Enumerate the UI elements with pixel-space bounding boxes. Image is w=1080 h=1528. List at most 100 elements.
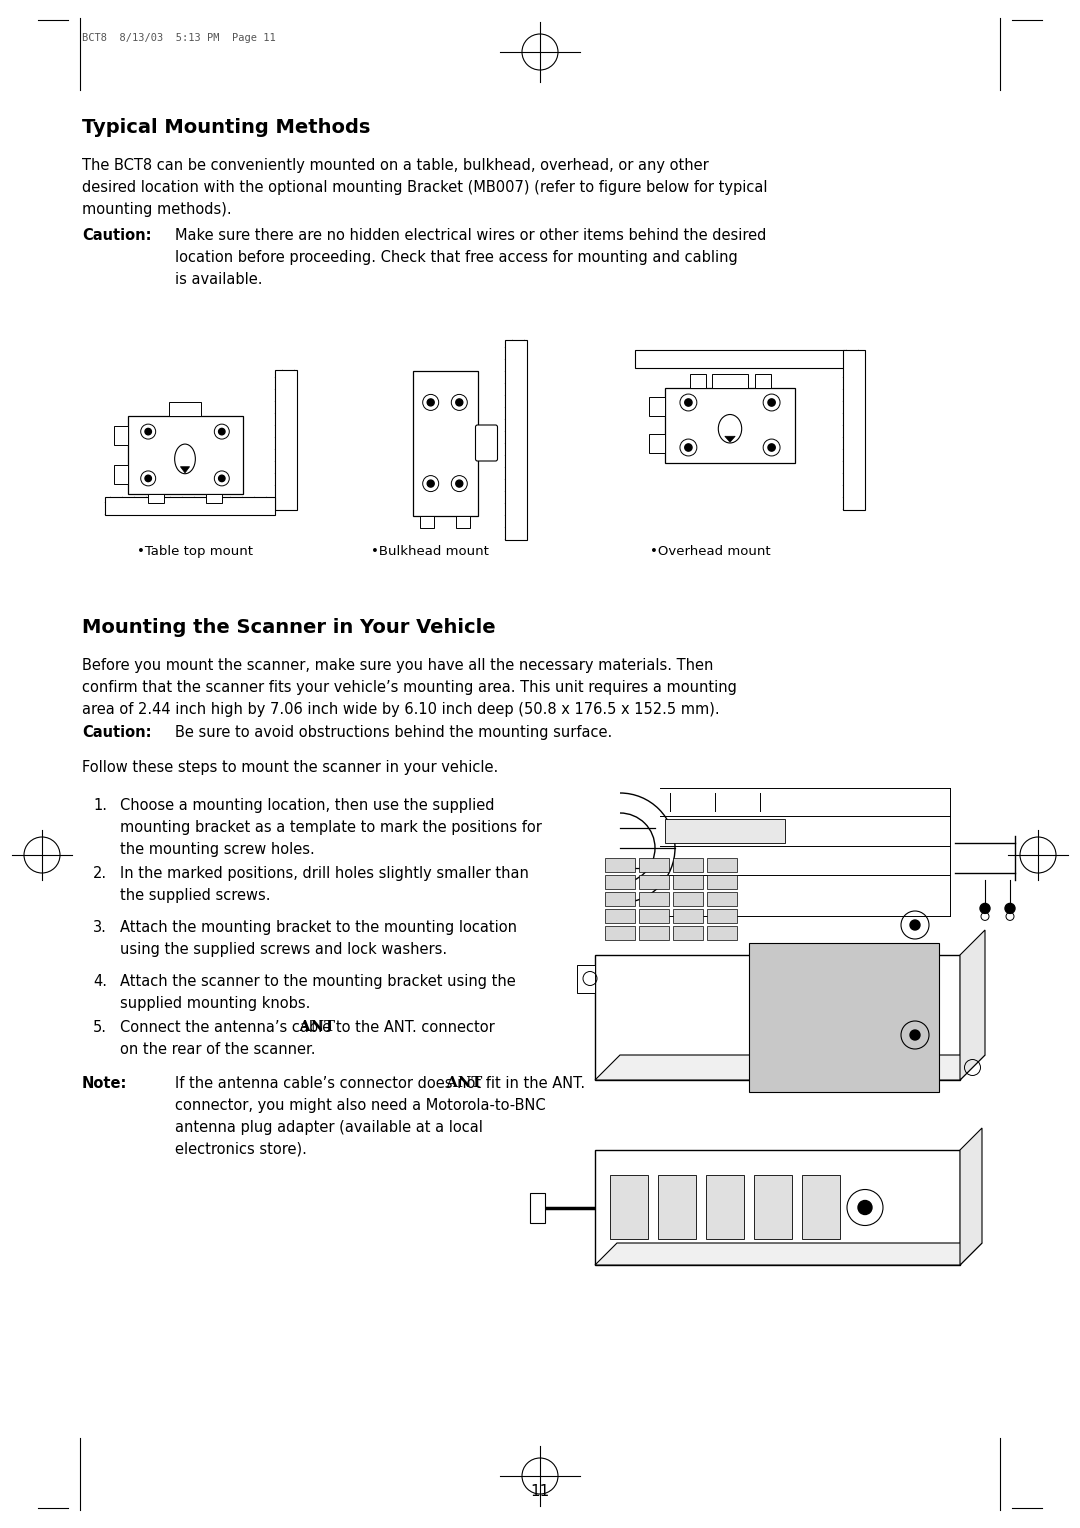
Circle shape	[145, 428, 151, 435]
Bar	[843, 350, 865, 510]
Bar	[707, 859, 737, 872]
Text: location before proceeding. Check that free access for mounting and cabling: location before proceeding. Check that f…	[175, 251, 738, 264]
Text: desired location with the optional mounting Bracket (MB007) (refer to figure bel: desired location with the optional mount…	[82, 180, 768, 196]
Circle shape	[456, 399, 463, 406]
Text: The BCT8 can be conveniently mounted on a table, bulkhead, overhead, or any othe: The BCT8 can be conveniently mounted on …	[82, 157, 708, 173]
Circle shape	[685, 399, 692, 406]
Bar	[577, 964, 595, 993]
Bar	[665, 819, 785, 842]
Circle shape	[768, 399, 775, 406]
Ellipse shape	[175, 445, 195, 474]
Bar	[127, 416, 243, 494]
Text: mounting bracket as a template to mark the positions for: mounting bracket as a template to mark t…	[120, 821, 542, 834]
Bar	[639, 909, 669, 923]
Bar	[754, 1175, 792, 1239]
Bar	[530, 1192, 545, 1222]
Text: •Bulkhead mount: •Bulkhead mount	[372, 545, 489, 558]
Text: Connect the antenna’s cable to the ANT. connector: Connect the antenna’s cable to the ANT. …	[120, 1021, 495, 1034]
Text: using the supplied screws and lock washers.: using the supplied screws and lock washe…	[120, 941, 447, 957]
Text: Be sure to avoid obstructions behind the mounting surface.: Be sure to avoid obstructions behind the…	[175, 724, 612, 740]
Circle shape	[685, 443, 692, 451]
FancyBboxPatch shape	[475, 425, 498, 461]
Text: Choose a mounting location, then use the supplied: Choose a mounting location, then use the…	[120, 798, 495, 813]
Circle shape	[910, 920, 920, 931]
Text: 4.: 4.	[93, 973, 107, 989]
Bar	[605, 876, 635, 889]
Text: connector, you might also need a Motorola-to-BNC: connector, you might also need a Motorol…	[175, 1099, 545, 1112]
Text: electronics store).: electronics store).	[175, 1141, 307, 1157]
Text: If the antenna cable’s connector does not fit in the ANT.: If the antenna cable’s connector does no…	[175, 1076, 585, 1091]
Text: area of 2.44 inch high by 7.06 inch wide by 6.10 inch deep (50.8 x 176.5 x 152.5: area of 2.44 inch high by 7.06 inch wide…	[82, 701, 719, 717]
Bar	[673, 876, 703, 889]
Bar	[148, 494, 164, 503]
Text: 3.: 3.	[93, 920, 107, 935]
Circle shape	[428, 399, 434, 406]
Text: the supplied screws.: the supplied screws.	[120, 888, 270, 903]
Text: 5.: 5.	[93, 1021, 107, 1034]
Text: 2.: 2.	[93, 866, 107, 882]
Text: Before you mount the scanner, make sure you have all the necessary materials. Th: Before you mount the scanner, make sure …	[82, 659, 714, 672]
Polygon shape	[595, 1242, 982, 1265]
Polygon shape	[960, 931, 985, 1080]
Text: Caution:: Caution:	[82, 724, 151, 740]
Text: Attach the mounting bracket to the mounting location: Attach the mounting bracket to the mount…	[120, 920, 517, 935]
Text: Caution:: Caution:	[82, 228, 151, 243]
Text: Make sure there are no hidden electrical wires or other items behind the desired: Make sure there are no hidden electrical…	[175, 228, 767, 243]
Bar	[755, 373, 770, 388]
Text: ANT: ANT	[175, 1076, 483, 1089]
Circle shape	[858, 1201, 872, 1215]
Text: •Overhead mount: •Overhead mount	[650, 545, 770, 558]
Circle shape	[428, 480, 434, 487]
Circle shape	[218, 475, 225, 481]
Bar	[168, 402, 201, 416]
Bar	[595, 1151, 960, 1265]
Bar	[105, 497, 275, 515]
Bar	[649, 434, 665, 454]
Bar	[712, 374, 748, 388]
Text: on the rear of the scanner.: on the rear of the scanner.	[120, 1042, 315, 1057]
Ellipse shape	[718, 414, 742, 443]
Bar	[649, 397, 665, 416]
Text: BCT8  8/13/03  5:13 PM  Page 11: BCT8 8/13/03 5:13 PM Page 11	[82, 34, 275, 43]
Bar	[639, 892, 669, 906]
Text: Follow these steps to mount the scanner in your vehicle.: Follow these steps to mount the scanner …	[82, 759, 498, 775]
Bar	[605, 909, 635, 923]
Circle shape	[218, 428, 225, 435]
Bar	[706, 1175, 744, 1239]
Polygon shape	[725, 437, 735, 442]
Bar	[707, 909, 737, 923]
Bar	[505, 341, 527, 539]
Circle shape	[910, 1030, 920, 1041]
Bar	[205, 494, 221, 503]
Bar	[605, 859, 635, 872]
Text: supplied mounting knobs.: supplied mounting knobs.	[120, 996, 310, 1012]
Circle shape	[980, 903, 990, 914]
Bar	[635, 350, 845, 368]
Bar	[673, 859, 703, 872]
Polygon shape	[595, 1054, 985, 1080]
Text: the mounting screw holes.: the mounting screw holes.	[120, 842, 314, 857]
Bar	[456, 515, 470, 527]
Bar	[639, 859, 669, 872]
Circle shape	[145, 475, 151, 481]
Circle shape	[768, 443, 775, 451]
Bar	[689, 373, 705, 388]
Bar	[665, 388, 795, 463]
Text: Attach the scanner to the mounting bracket using the: Attach the scanner to the mounting brack…	[120, 973, 516, 989]
Text: ANT: ANT	[120, 1021, 335, 1034]
Bar	[605, 926, 635, 940]
Bar	[707, 876, 737, 889]
Text: mounting methods).: mounting methods).	[82, 202, 231, 217]
Polygon shape	[180, 466, 190, 474]
Bar	[673, 892, 703, 906]
Bar	[673, 909, 703, 923]
Bar	[113, 426, 127, 445]
Text: Typical Mounting Methods: Typical Mounting Methods	[82, 118, 370, 138]
Text: In the marked positions, drill holes slightly smaller than: In the marked positions, drill holes sli…	[120, 866, 529, 882]
Bar	[595, 955, 960, 1080]
Circle shape	[1005, 903, 1015, 914]
Bar	[750, 943, 939, 1093]
Bar	[707, 892, 737, 906]
Text: Note:: Note:	[82, 1076, 127, 1091]
Text: Mounting the Scanner in Your Vehicle: Mounting the Scanner in Your Vehicle	[82, 617, 496, 637]
